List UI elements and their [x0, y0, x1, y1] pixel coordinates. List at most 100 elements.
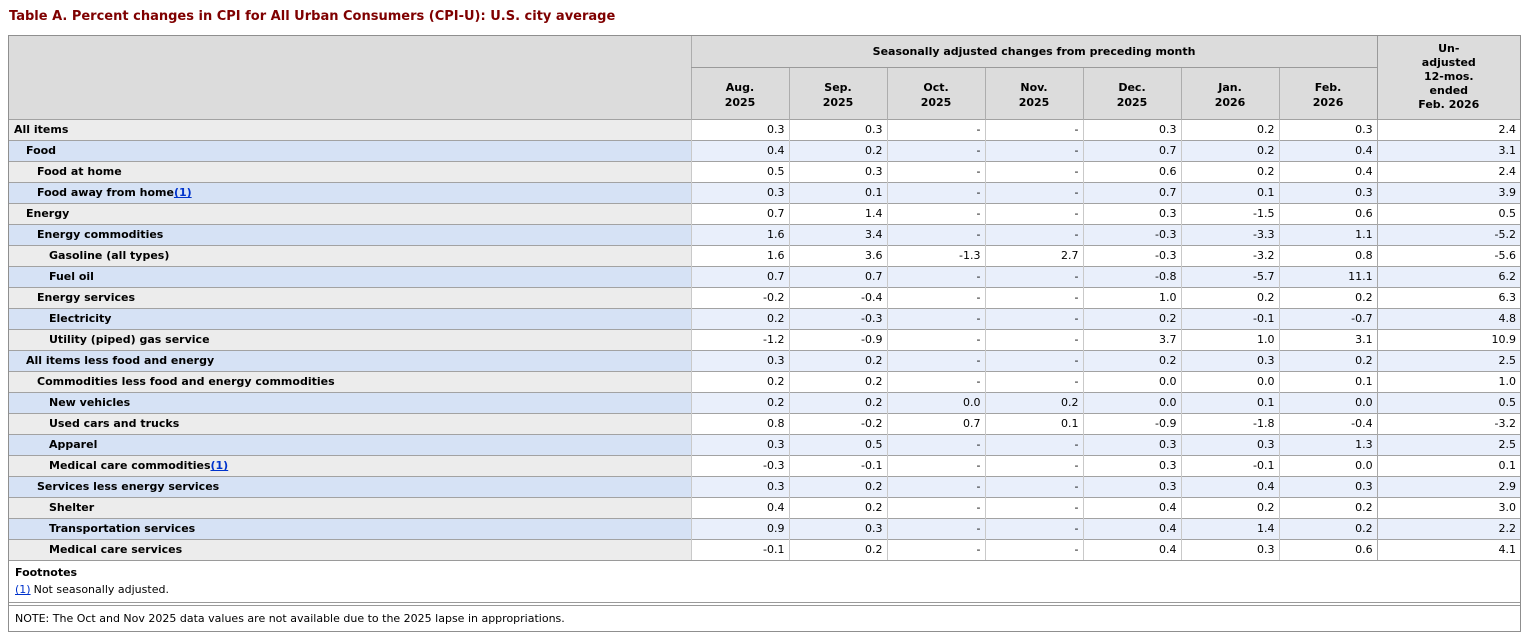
value-cell: 0.3 [1082, 202, 1181, 224]
table-row: Food 0.4 0.2- -0.7 0.2 0.4 3.1 [9, 139, 1520, 161]
footnote-anchor-link[interactable]: (1) [15, 583, 31, 596]
value-cell: 0.2 [1180, 160, 1279, 182]
unadjusted-value-cell: 4.1 [1376, 538, 1520, 560]
footnotes-section: Footnotes (1) Not seasonally adjusted. [9, 560, 1520, 603]
value-cell: 0.7 [1082, 181, 1181, 203]
value-cell: 0.4 [1082, 538, 1181, 560]
month-column-header: Feb. 2026 [1278, 67, 1378, 119]
value-cell: - [984, 160, 1083, 182]
row-label-cell: Energy commodities [9, 223, 691, 245]
value-cell: -5.7 [1180, 265, 1279, 287]
value-cell: 1.3 [1278, 433, 1378, 455]
value-cell: 0.3 [1082, 433, 1181, 455]
value-cell: 0.7 [1082, 139, 1181, 161]
value-cell: 0.4 [1082, 496, 1181, 518]
value-cell: 0.1 [1278, 370, 1378, 392]
value-cell: 1.6 [690, 244, 789, 266]
footnote-link[interactable]: (1) [173, 186, 192, 199]
value-cell: 0.0 [1278, 454, 1378, 476]
month-column-header: Sep. 2025 [788, 67, 887, 119]
value-cell: 0.2 [1180, 286, 1279, 308]
row-label-cell: Gasoline (all types) [9, 244, 691, 266]
value-cell: - [984, 286, 1083, 308]
value-cell: -0.1 [1180, 307, 1279, 329]
row-label-text: Apparel [49, 438, 98, 451]
value-cell: -0.1 [690, 538, 789, 560]
footnote-text: Not seasonally adjusted. [33, 583, 169, 596]
row-label-cell: Commodities less food and energy commodi… [9, 370, 691, 392]
value-cell: 0.2 [690, 370, 789, 392]
value-cell: 1.4 [788, 202, 887, 224]
row-label-cell: Food at home [9, 160, 691, 182]
value-cell: -1.3 [886, 244, 985, 266]
value-cell: - [886, 202, 985, 224]
value-cell: 0.3 [690, 433, 789, 455]
table-row: Energy commodities 1.6 3.4- - -0.3 -3.3 1.1 -5.… [9, 223, 1520, 245]
value-cell: - [886, 496, 985, 518]
value-cell: - [984, 307, 1083, 329]
value-cell: - [984, 538, 1083, 560]
row-label-text: Medical care commodities [49, 459, 211, 472]
row-label-text: Food away from home [37, 186, 174, 199]
value-cell: - [984, 181, 1083, 203]
table-body: All items 0.3 0.3- -0.3 0.2 0.3 2.4 Food 0.4 0.2-… [9, 118, 1520, 560]
row-label-text: All items less food and energy [26, 354, 215, 367]
table-row: Fuel oil 0.7 0.7- - -0.8 -5.7 11.1 6.2 [9, 265, 1520, 287]
row-label-text: Transportation services [49, 522, 196, 535]
row-label-cell: Medical care services [9, 538, 691, 560]
value-cell: 0.8 [690, 412, 789, 434]
group-column-header: Seasonally adjusted changes from precedi… [690, 36, 1378, 68]
value-cell: -0.4 [1278, 412, 1378, 434]
row-label-cell: Apparel [9, 433, 691, 455]
value-cell: 0.2 [1278, 286, 1378, 308]
table-row: New vehicles 0.2 0.2 0.0 0.2 0.0 0.1 0.0 0.5 [9, 391, 1520, 413]
table-row: Food away from home(1) 0.3 0.1- -0.7 0.1 0.3 3… [9, 181, 1520, 203]
value-cell: - [886, 328, 985, 350]
unadjusted-value-cell: 2.9 [1376, 475, 1520, 497]
value-cell: 0.5 [690, 160, 789, 182]
value-cell: - [886, 181, 985, 203]
value-cell: -3.3 [1180, 223, 1279, 245]
unadjusted-value-cell: 0.5 [1376, 202, 1520, 224]
value-cell: - [984, 118, 1083, 140]
value-cell: - [886, 475, 985, 497]
value-cell: 0.2 [1278, 496, 1378, 518]
footnote-link[interactable]: (1) [210, 459, 229, 472]
value-cell: 1.0 [1082, 286, 1181, 308]
value-cell: 0.0 [1082, 370, 1181, 392]
value-cell: 0.3 [788, 517, 887, 539]
value-cell: 1.1 [1278, 223, 1378, 245]
table-row: Medical care services -0.1 0.2- -0.4 0.3 0.6 4… [9, 538, 1520, 560]
value-cell: 0.2 [788, 370, 887, 392]
row-label-cell: Electricity [9, 307, 691, 329]
value-cell: 0.3 [1278, 475, 1378, 497]
row-label-cell: New vehicles [9, 391, 691, 413]
row-label-cell: Transportation services [9, 517, 691, 539]
value-cell: -3.2 [1180, 244, 1279, 266]
value-cell: 3.1 [1278, 328, 1378, 350]
unadjusted-value-cell: 6.2 [1376, 265, 1520, 287]
unadjusted-value-cell: 0.1 [1376, 454, 1520, 476]
value-cell: 0.4 [1278, 160, 1378, 182]
month-header-row: Aug. 2025 Sep. 2025 Oct. 2025 Nov. 2025 Dec.… [9, 67, 1520, 119]
value-cell: 0.2 [1180, 139, 1279, 161]
value-cell: -0.4 [788, 286, 887, 308]
value-cell: 1.4 [1180, 517, 1279, 539]
table-row: Commodities less food and energy commodi… [9, 370, 1520, 392]
row-label-text: Energy [26, 207, 70, 220]
value-cell: - [886, 118, 985, 140]
value-cell: 0.2 [690, 391, 789, 413]
item-column-header [9, 36, 691, 119]
note-section: NOTE: The Oct and Nov 2025 data values a… [9, 605, 1520, 631]
value-cell: -1.8 [1180, 412, 1279, 434]
value-cell: 0.3 [690, 475, 789, 497]
value-cell: 0.3 [1082, 454, 1181, 476]
row-label-text: Electricity [49, 312, 112, 325]
value-cell: -0.3 [788, 307, 887, 329]
cpi-table: Seasonally adjusted changes from precedi… [9, 36, 1520, 560]
unadjusted-value-cell: 6.3 [1376, 286, 1520, 308]
table-row: Apparel 0.3 0.5- -0.3 0.3 1.3 2.5 [9, 433, 1520, 455]
month-column-header: Jan. 2026 [1180, 67, 1279, 119]
value-cell: 0.2 [1278, 517, 1378, 539]
value-cell: 0.2 [788, 475, 887, 497]
